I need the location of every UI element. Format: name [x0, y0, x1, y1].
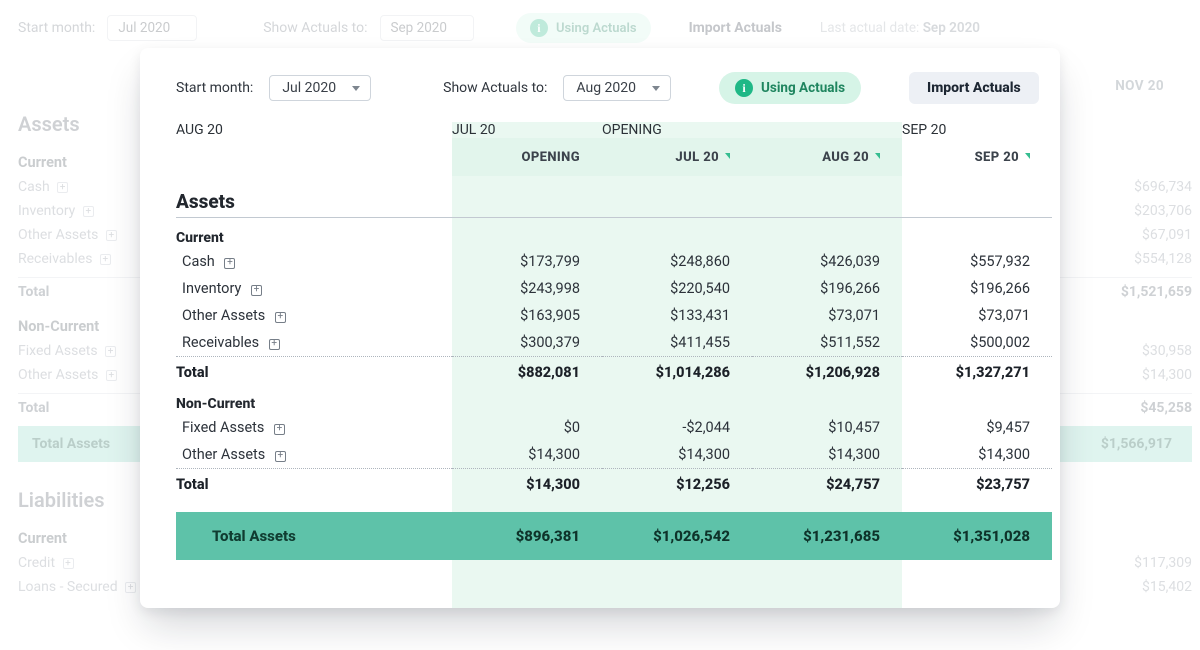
bg-import-actuals-button[interactable]: Import Actuals: [689, 20, 782, 36]
expand-icon[interactable]: +: [269, 339, 280, 350]
expand-icon[interactable]: +: [57, 182, 68, 193]
column-header[interactable]: OPENING: [452, 138, 602, 176]
modal-import-actuals-button[interactable]: Import Actuals: [909, 72, 1039, 104]
expand-icon[interactable]: +: [224, 258, 235, 269]
info-icon: i: [530, 19, 548, 37]
chevron-down-icon: [1025, 153, 1030, 159]
expand-icon[interactable]: +: [275, 312, 286, 323]
modal-actuals-select[interactable]: Aug 2020: [563, 75, 671, 101]
expand-icon[interactable]: +: [125, 582, 136, 593]
bg-start-select[interactable]: Jul 2020: [107, 15, 197, 41]
forecast-modal: Start month: Jul 2020 Show Actuals to: A…: [140, 48, 1060, 608]
chevron-down-icon: [875, 153, 880, 159]
expand-icon[interactable]: +: [275, 451, 286, 462]
modal-noncurrent-subhead: Non-Current: [176, 388, 452, 414]
expand-icon[interactable]: +: [83, 206, 94, 217]
column-header[interactable]: OPENING: [602, 122, 752, 138]
modal-using-actuals-pill: i Using Actuals: [719, 72, 861, 104]
modal-filterbar: Start month: Jul 2020 Show Actuals to: A…: [176, 72, 1060, 104]
modal-assets-section: Assets: [176, 176, 1052, 222]
expand-icon[interactable]: +: [100, 254, 111, 265]
chevron-down-icon: [725, 153, 730, 159]
info-icon: i: [735, 79, 753, 97]
column-header[interactable]: AUG 20: [176, 122, 452, 138]
bg-filterbar: Start month: Jul 2020 Show Actuals to: S…: [18, 10, 1192, 46]
column-header[interactable]: AUG 20: [752, 138, 902, 176]
bg-last-actual-meta: Last actual date: Sep 2020: [820, 20, 980, 36]
expand-icon[interactable]: +: [274, 424, 285, 435]
bg-actuals-label: Show Actuals to:: [263, 20, 367, 36]
expand-icon[interactable]: +: [106, 370, 117, 381]
bg-actuals-select[interactable]: Sep 2020: [380, 15, 474, 41]
total-assets-row: Total Assets$896,381$1,026,542$1,231,685…: [176, 512, 1052, 560]
expand-icon[interactable]: +: [63, 558, 74, 569]
column-header[interactable]: SEP 20: [902, 138, 1052, 176]
column-header[interactable]: JUL 20: [452, 122, 602, 138]
modal-actuals-label: Show Actuals to:: [443, 80, 547, 96]
expand-icon[interactable]: +: [105, 346, 116, 357]
bg-pill-text: Using Actuals: [556, 21, 637, 36]
modal-start-label: Start month:: [176, 80, 253, 96]
column-header[interactable]: SEP 20: [902, 122, 1052, 138]
bg-using-actuals-pill: i Using Actuals: [516, 13, 651, 43]
column-header[interactable]: JUL 20: [602, 138, 752, 176]
modal-sheet: AUG 20JUL 20OPENINGSEP 20 OPENINGJUL 20A…: [176, 122, 1060, 560]
expand-icon[interactable]: +: [106, 230, 117, 241]
expand-icon[interactable]: +: [251, 285, 262, 296]
modal-start-select[interactable]: Jul 2020: [269, 75, 371, 101]
bg-start-label: Start month:: [18, 20, 95, 36]
modal-current-subhead: Current: [176, 222, 452, 248]
modal-pill-text: Using Actuals: [761, 80, 845, 96]
